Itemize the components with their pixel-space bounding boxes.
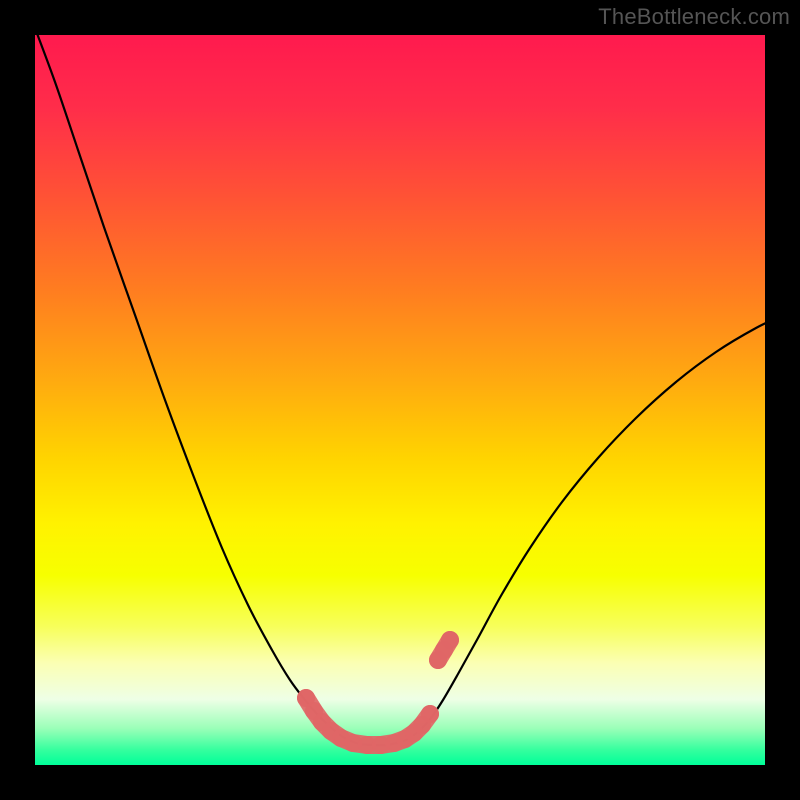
chart-svg — [0, 0, 800, 800]
watermark-text: TheBottleneck.com — [598, 4, 790, 30]
marker-dot — [421, 705, 439, 723]
marker-dot — [441, 631, 459, 649]
bottleneck-chart: TheBottleneck.com — [0, 0, 800, 800]
